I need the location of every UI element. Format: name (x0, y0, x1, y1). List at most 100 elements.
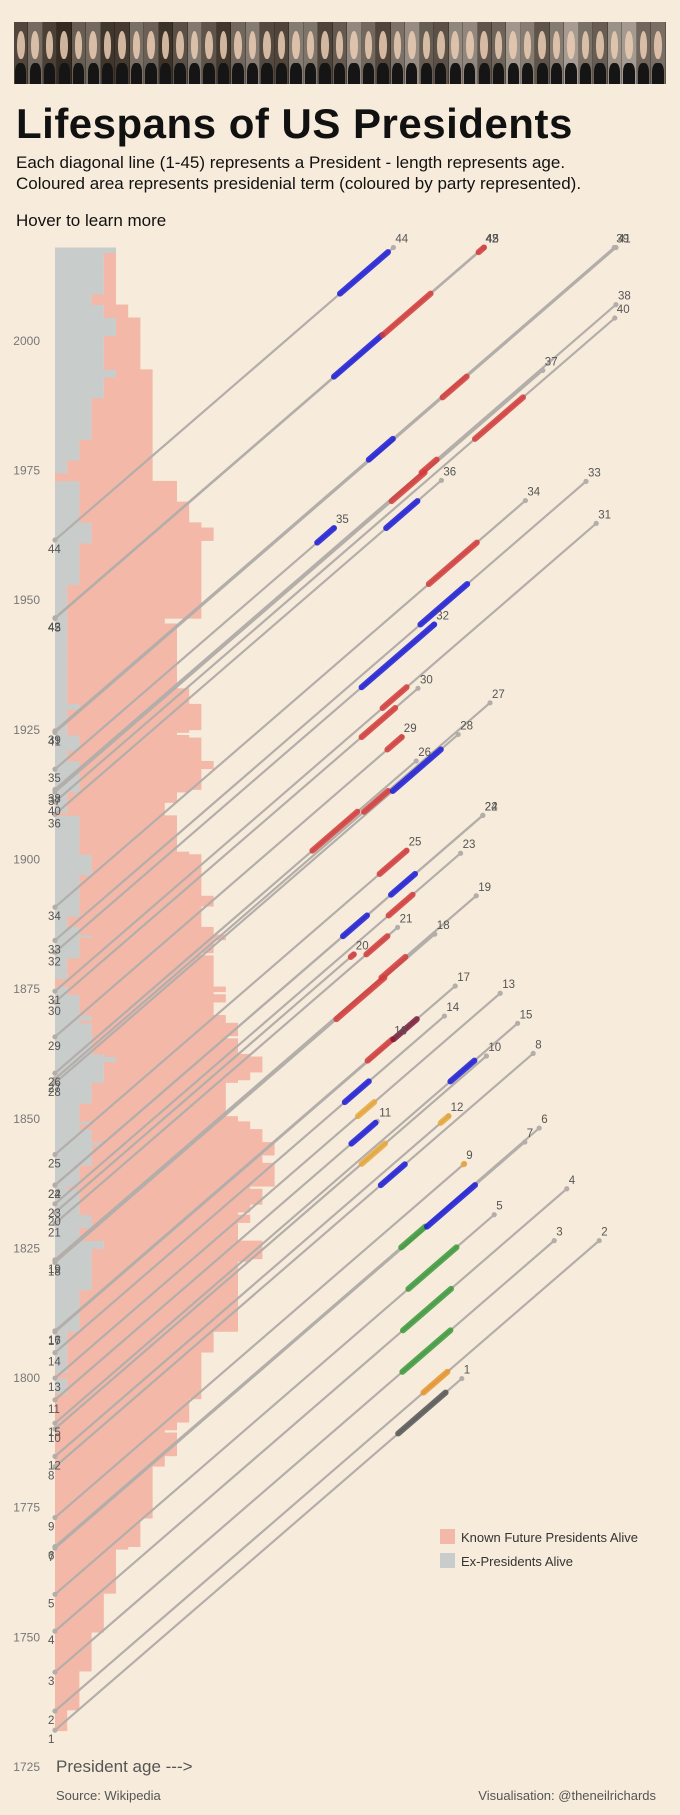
ex-presidents-area (55, 382, 104, 386)
ex-presidents-area (55, 1004, 80, 1008)
ex-presidents-area (55, 1362, 68, 1366)
ex-presidents-area (55, 294, 92, 298)
birth-label: 25 (48, 1159, 61, 1171)
ex-presidents-area (55, 600, 68, 604)
end-dot (459, 1375, 465, 1382)
future-presidents-area (55, 1616, 104, 1620)
future-presidents-area (67, 1362, 202, 1366)
president-portrait (274, 22, 290, 84)
future-presidents-area (55, 1422, 177, 1426)
ex-presidents-area (55, 919, 68, 923)
future-presidents-area (55, 1590, 116, 1594)
future-presidents-area (79, 483, 177, 487)
future-presidents-area (103, 314, 129, 318)
birth-dot (52, 1076, 58, 1082)
end-label: 20 (356, 940, 369, 952)
ex-presidents-area (55, 1263, 92, 1267)
future-presidents-area (91, 429, 153, 433)
future-presidents-area (67, 623, 177, 627)
ex-presidents-area (55, 454, 80, 458)
ex-presidents-area (55, 745, 80, 749)
ex-presidents-area (55, 366, 104, 370)
president-portrait (318, 22, 333, 84)
ex-presidents-area (55, 377, 104, 381)
future-presidents-area (79, 454, 153, 458)
portrait-suit (15, 62, 27, 84)
future-presidents-area (55, 1375, 202, 1379)
ex-presidents-area (55, 327, 116, 331)
portrait-suit (449, 62, 461, 84)
future-presidents-area (79, 1230, 239, 1234)
end-dot (536, 1125, 542, 1131)
ex-presidents-area (55, 753, 68, 757)
future-presidents-area (103, 1064, 263, 1068)
birth-label: 26 (48, 1077, 61, 1089)
ex-presidents-area (55, 1204, 80, 1208)
future-presidents-area (91, 1261, 238, 1265)
term-segment (377, 1161, 408, 1189)
end-dot (458, 850, 464, 856)
future-presidents-area (79, 1168, 275, 1172)
ex-presidents-area (55, 1074, 104, 1078)
ex-presidents-area (55, 441, 80, 445)
ex-presidents-area (55, 688, 68, 692)
ex-presidents-area (55, 1147, 92, 1151)
ex-presidents-area (55, 1002, 80, 1006)
future-presidents-area (79, 499, 177, 503)
future-presidents-area (79, 1206, 251, 1210)
ex-presidents-area (55, 830, 80, 834)
future-presidents-area (103, 273, 116, 277)
ex-presidents-area (55, 1157, 92, 1161)
lifespan-line (53, 701, 492, 1080)
ex-presidents-area (55, 986, 68, 990)
future-presidents-area (91, 856, 202, 860)
ex-presidents-area (55, 706, 80, 710)
ex-presidents-area (55, 1085, 92, 1089)
president-portrait (28, 22, 43, 84)
ex-presidents-area (55, 1186, 68, 1190)
president-portrait (564, 22, 579, 84)
future-presidents-area (91, 403, 153, 407)
future-presidents-area (55, 1538, 141, 1542)
future-presidents-area (103, 304, 129, 308)
ex-presidents-area (55, 968, 68, 972)
end-label: 18 (437, 920, 450, 932)
future-presidents-area (67, 1391, 202, 1395)
portrait-face (45, 30, 54, 60)
future-presidents-area (67, 615, 202, 619)
ex-presidents-area (55, 524, 92, 528)
birth-dot (52, 1201, 58, 1207)
future-presidents-area (79, 781, 202, 785)
future-presidents-area (55, 1448, 177, 1452)
future-presidents-area (55, 1515, 153, 1519)
ex-presidents-area (55, 597, 68, 601)
future-presidents-area (91, 1284, 238, 1288)
birth-dot (52, 1591, 58, 1597)
birth-label: 21 (48, 1228, 61, 1240)
future-presidents-area (55, 478, 153, 482)
portrait-suit (159, 62, 172, 84)
ex-presidents-area (55, 1214, 92, 1218)
lifespan-line (53, 1022, 519, 1425)
end-label: 19 (478, 882, 491, 894)
portrait-face (118, 30, 126, 60)
ex-presidents-area (55, 607, 68, 611)
future-presidents-area (79, 703, 202, 707)
future-presidents-area (91, 1144, 275, 1148)
ex-presidents-area (55, 771, 80, 775)
future-presidents-area (55, 1549, 116, 1553)
ex-presidents-area (55, 1352, 68, 1356)
future-presidents-area (67, 1344, 214, 1348)
ex-presidents-area (55, 657, 68, 661)
future-presidents-area (79, 1196, 263, 1200)
future-presidents-area (67, 924, 202, 928)
lifespan-line (53, 926, 399, 1225)
president-portrait (636, 22, 652, 84)
end-dot (522, 1139, 528, 1145)
president-portrait (71, 22, 87, 84)
portrait-suit (333, 62, 346, 84)
ex-presidents-area (55, 1178, 80, 1182)
portrait-suit (435, 62, 447, 84)
ex-presidents-area (55, 410, 92, 414)
future-presidents-area (79, 908, 202, 912)
